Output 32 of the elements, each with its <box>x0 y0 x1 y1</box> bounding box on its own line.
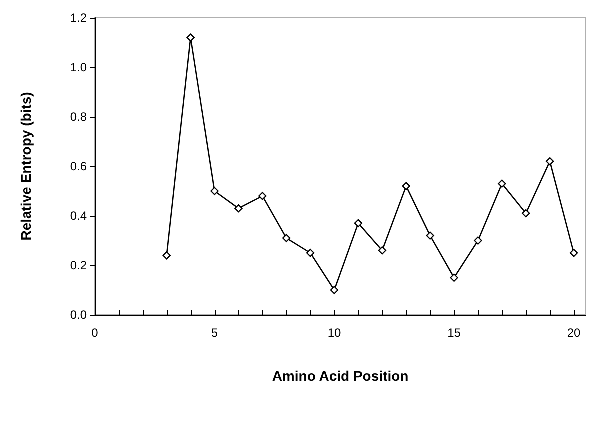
point <box>162 252 171 260</box>
y-tick-label: 0.6 <box>70 160 88 174</box>
point <box>426 232 434 240</box>
x-tick-label: 15 <box>448 326 462 340</box>
x-axis-title: Amino Acid Position <box>272 368 409 384</box>
point <box>234 204 243 213</box>
point <box>306 249 315 258</box>
point <box>522 209 530 218</box>
y-tick-label: 1.2 <box>70 11 88 25</box>
point <box>474 236 482 245</box>
point <box>378 246 387 255</box>
point <box>186 34 195 42</box>
point <box>546 157 554 166</box>
y-tick-label: 0.4 <box>70 209 88 223</box>
x-tick-label: 0 <box>92 326 99 340</box>
point <box>402 182 410 190</box>
y-tick-label: 0.8 <box>70 110 88 124</box>
x-tick-label: 10 <box>328 326 342 340</box>
point <box>330 286 339 294</box>
y-tick-label: 1.0 <box>70 60 88 74</box>
point <box>282 234 291 242</box>
point <box>258 192 267 200</box>
x-tick-label: 5 <box>211 326 218 340</box>
y-tick-label: 0.0 <box>70 308 88 322</box>
y-tick-label: 0.2 <box>70 258 88 272</box>
y-axis-title: Relative Entropy (bits) <box>18 92 34 241</box>
point <box>498 180 506 188</box>
point <box>450 274 458 282</box>
point <box>354 219 363 228</box>
point <box>210 187 219 196</box>
x-tick-label: 20 <box>567 326 582 340</box>
point <box>570 249 578 258</box>
